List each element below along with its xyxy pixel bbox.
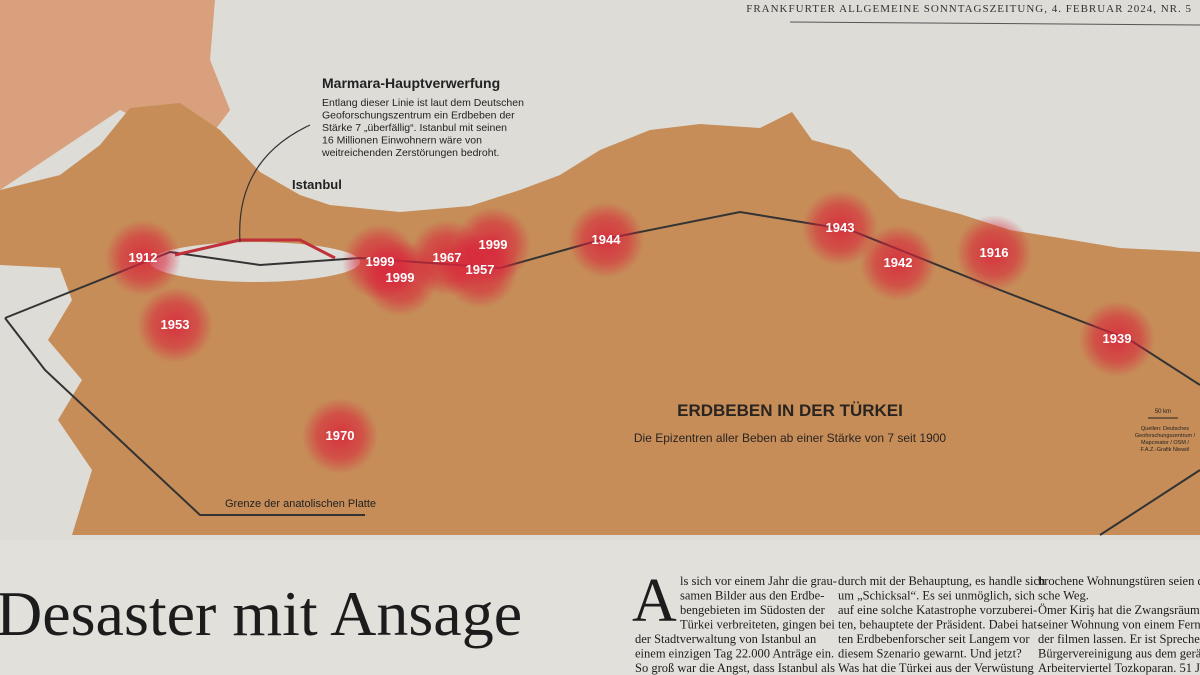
article-line: der filmen lassen. Er ist Sprecher eine	[1038, 632, 1200, 646]
turkey-land	[0, 103, 1200, 535]
headline: Desaster mit Ansage	[0, 578, 522, 649]
epicenter-year: 1999	[479, 237, 508, 252]
source-line: Quellen: Deutsches	[1141, 426, 1189, 432]
epicenter	[105, 220, 181, 296]
epicenter-year: 1957	[466, 262, 495, 277]
article-line: Arbeiterviertel Tozkoparan. 51 Jahr	[1038, 661, 1200, 675]
article-line: So groß war die Angst, dass Istanbul als	[635, 661, 835, 675]
annotation-line: Geoforschungszentrum ein Erdbeben der	[322, 110, 515, 122]
epicenter-year: 1953	[161, 317, 190, 332]
epicenter-year: 1967	[433, 250, 462, 265]
drop-cap: A	[632, 567, 677, 635]
article-line: ten, behauptete der Präsident. Dabei hat…	[838, 618, 1041, 632]
article-line: Bürgervereinigung aus dem geräumte	[1038, 647, 1200, 661]
article-line: Türkei verbreiteten, gingen bei	[680, 618, 835, 632]
article-line: einem einzigen Tag 22.000 Anträge ein.	[635, 647, 834, 661]
article-line: Was hat die Türkei aus der Verwüstung	[838, 661, 1034, 675]
epicenter	[956, 215, 1032, 291]
epicenter-year: 1970	[326, 428, 355, 443]
article-line: auf eine solche Katastrophe vorzuberei-	[838, 603, 1037, 617]
epicenter-year: 1939	[1103, 331, 1132, 346]
article-line: der Stadtverwaltung von Istanbul an	[635, 632, 817, 646]
article-line: samen Bilder aus den Erdbe-	[680, 589, 824, 603]
plate-boundary	[4, 317, 365, 516]
aegean-sea	[0, 265, 92, 535]
plate-boundary	[1099, 469, 1200, 536]
scale-label: 50 km	[1155, 409, 1171, 415]
article-line: durch mit der Behauptung, es handle sich	[838, 574, 1046, 588]
annotation-line: Stärke 7 „überfällig“. Istanbul mit sein…	[322, 122, 507, 134]
epicenter-year: 1999	[366, 254, 395, 269]
article-line: ten Erdbebenforscher seit Langem vor	[838, 632, 1030, 646]
epicenter-year: 1999	[386, 270, 415, 285]
epicenter-year: 1916	[980, 245, 1009, 260]
epicenter	[860, 225, 936, 301]
marmara-fault	[174, 238, 336, 260]
source-line: F.A.Z.-Grafik Niewöl	[1141, 447, 1190, 453]
epicenter-year: 1943	[826, 220, 855, 235]
source-line: Mapcreator / OSM /	[1141, 440, 1189, 446]
epicenter	[442, 232, 518, 308]
epicenter	[137, 287, 213, 363]
article-line: Ömer Kiriş hat die Zwangsräumun-	[1038, 603, 1200, 617]
annotation-line: 16 Millionen Einwohnern wäre von	[322, 135, 482, 147]
map-title: ERDBEBEN IN DER TÜRKEI	[677, 401, 903, 420]
article-line: diesem Szenario gewarnt. Und jetzt?	[838, 647, 1022, 661]
epicenter	[802, 190, 878, 266]
annotation-line: Entlang dieser Linie ist laut dem Deutsc…	[322, 97, 524, 109]
epicenter	[1079, 301, 1155, 377]
article-line: seiner Wohnung von einem Fernsehen	[1038, 618, 1200, 632]
masthead: FRANKFURTER ALLGEMEINE SONNTAGSZEITUNG, …	[746, 3, 1192, 15]
article-line: um „Schicksal“. Es sei unmöglich, sich	[838, 589, 1036, 603]
epicenter-year: 1942	[884, 255, 913, 270]
map-subtitle: Die Epizentren aller Beben ab einer Stär…	[634, 431, 947, 445]
epicenter	[568, 202, 644, 278]
article-line: brochene Wohnungstüren seien der fal-	[1038, 574, 1200, 588]
city-label: Istanbul	[292, 177, 342, 192]
annotation-line: weitreichenden Zerstörungen bedroht.	[321, 147, 499, 159]
balkans	[0, 0, 230, 190]
leader-line	[239, 124, 311, 243]
source-line: Geoforschungszentrum /	[1135, 433, 1196, 439]
epicenter	[302, 398, 378, 474]
annotation-title: Marmara-Hauptverwerfung	[322, 75, 500, 91]
epicenter-year: 1912	[129, 250, 158, 265]
rule	[789, 21, 1200, 26]
plate-label: Grenze der anatolischen Platte	[225, 498, 376, 510]
epicenter-year: 1944	[592, 232, 622, 247]
article-line: ls sich vor einem Jahr die grau-	[680, 574, 837, 588]
article-line: sche Weg.	[1038, 589, 1089, 603]
article-line: bengebieten im Südosten der	[680, 603, 826, 617]
marmara-sea	[150, 242, 360, 282]
